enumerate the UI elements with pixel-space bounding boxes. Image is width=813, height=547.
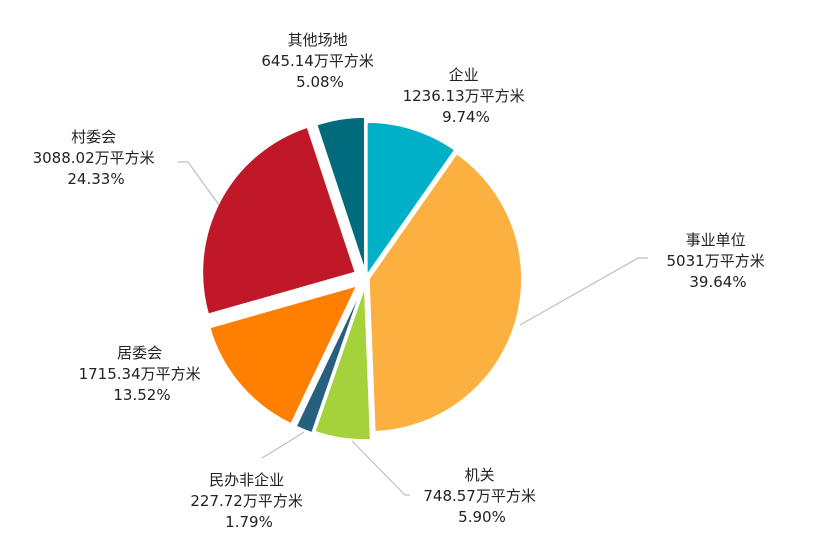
data-label-jiguan: 机关 748.57万平方米 5.90% xyxy=(423,466,540,526)
data-label-juweihui: 居委会 1715.34万平方米 13.52% xyxy=(79,344,206,404)
data-label-qitachangdi: 其他场地 645.14万平方米 5.08% xyxy=(261,31,378,91)
leader-lines xyxy=(178,161,648,496)
slice-juweihui xyxy=(208,284,359,425)
slice-jiguan xyxy=(313,286,372,441)
slice-shiyedanwei xyxy=(368,152,523,433)
data-label-cunweihui: 村委会 3088.02万平方米 24.33% xyxy=(33,128,160,188)
data-label-minbanfeiqiye: 民办非企业 227.72万平方米 1.79% xyxy=(190,471,307,531)
leader-line-shiyedanwei xyxy=(519,257,648,326)
data-label-qiye: 企业 1236.13万平方米 9.74% xyxy=(403,66,530,126)
data-label-shiyedanwei: 事业单位 5031万平方米 39.64% xyxy=(667,231,770,291)
slice-qiye xyxy=(366,121,456,278)
leader-line-minbanfeiqiye xyxy=(261,431,305,459)
leader-line-cunweihui xyxy=(178,161,220,206)
slice-minbanfeiqiye xyxy=(295,287,363,434)
slice-qitachangdi xyxy=(315,116,366,271)
slice-cunweihui xyxy=(201,126,357,316)
leader-line-jiguan xyxy=(351,440,410,496)
pie-slices xyxy=(201,116,523,441)
